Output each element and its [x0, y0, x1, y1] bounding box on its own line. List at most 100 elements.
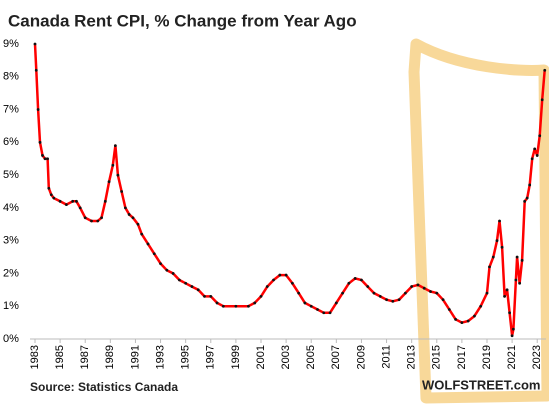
- x-tick-label: 2021: [506, 345, 518, 369]
- point: [535, 154, 539, 157]
- point: [58, 199, 62, 203]
- point: [466, 319, 470, 323]
- x-tick-label: 2015: [431, 345, 443, 369]
- point: [96, 219, 100, 223]
- point: [171, 272, 175, 275]
- point: [378, 294, 382, 298]
- point: [429, 290, 432, 293]
- point: [107, 180, 111, 184]
- point: [111, 163, 115, 167]
- point: [454, 317, 458, 321]
- point: [131, 216, 135, 220]
- point: [416, 283, 420, 287]
- y-tick-label: 0%: [3, 333, 19, 345]
- point: [518, 281, 522, 285]
- point: [152, 252, 156, 256]
- point: [525, 196, 529, 200]
- point: [515, 255, 519, 259]
- x-tick-label: 2017: [456, 345, 468, 369]
- point: [491, 255, 495, 259]
- point: [215, 301, 219, 305]
- point: [435, 291, 439, 295]
- point: [309, 304, 313, 308]
- y-tick-label: 4%: [3, 202, 19, 214]
- point: [523, 199, 527, 203]
- point: [41, 154, 44, 157]
- x-tick-label: 2009: [355, 345, 367, 369]
- point: [538, 134, 542, 138]
- point: [190, 285, 194, 288]
- point: [514, 278, 518, 282]
- x-tick-label: 2013: [406, 345, 418, 369]
- point: [284, 273, 288, 277]
- x-tick-label: 2011: [380, 345, 392, 369]
- point: [196, 288, 200, 292]
- point: [366, 285, 370, 288]
- point: [259, 294, 263, 298]
- y-tick-label: 9%: [3, 38, 19, 50]
- x-tick-label: 1995: [180, 345, 192, 369]
- point: [52, 196, 56, 200]
- point: [447, 308, 451, 311]
- point: [530, 157, 534, 161]
- point: [290, 281, 294, 285]
- point: [500, 245, 504, 249]
- point: [341, 291, 345, 295]
- point: [103, 199, 107, 203]
- point: [113, 144, 117, 148]
- point: [508, 311, 511, 315]
- point: [328, 311, 332, 315]
- point: [253, 301, 257, 305]
- point: [347, 281, 351, 285]
- point: [385, 298, 388, 302]
- point: [510, 334, 514, 338]
- x-tick-label: 1989: [104, 345, 116, 369]
- x-tick-label: 2023: [531, 345, 543, 369]
- point: [140, 232, 144, 236]
- point: [334, 301, 338, 305]
- y-tick-label: 2%: [3, 267, 19, 279]
- y-tick-label: 8%: [3, 71, 19, 83]
- point: [495, 239, 499, 243]
- point: [441, 298, 445, 302]
- x-tick-label: 1987: [79, 345, 91, 369]
- point: [322, 311, 326, 315]
- point: [410, 285, 414, 288]
- point: [36, 108, 40, 111]
- point: [505, 288, 509, 292]
- brand: WOLFSTREET.com: [422, 377, 540, 392]
- point: [221, 304, 225, 308]
- point: [397, 298, 401, 302]
- point: [47, 186, 51, 190]
- point: [540, 98, 544, 102]
- point: [533, 147, 537, 151]
- point: [403, 291, 407, 295]
- point: [528, 183, 532, 187]
- point: [473, 314, 476, 318]
- point: [184, 281, 188, 285]
- line: [33, 43, 546, 337]
- x-tick-label: 2019: [481, 345, 493, 369]
- x-tick-label: 1993: [154, 345, 166, 369]
- y-tick-label: 5%: [3, 169, 19, 181]
- point: [488, 265, 491, 269]
- point: [422, 286, 426, 290]
- x-tick-label: 2005: [305, 345, 317, 369]
- point: [209, 294, 213, 298]
- point: [71, 199, 75, 203]
- point: [360, 278, 363, 282]
- y-tick-label: 6%: [3, 136, 19, 148]
- y-tick-label: 1%: [3, 300, 19, 312]
- point: [316, 308, 319, 311]
- point: [46, 157, 49, 161]
- point: [203, 294, 206, 298]
- point: [543, 68, 547, 72]
- point: [146, 242, 150, 246]
- point: [498, 219, 501, 223]
- source-note: Source: Statistics Canada: [30, 380, 178, 394]
- x-tick-label: 2003: [280, 345, 292, 369]
- point: [503, 294, 506, 298]
- point: [120, 190, 124, 193]
- point: [83, 216, 87, 220]
